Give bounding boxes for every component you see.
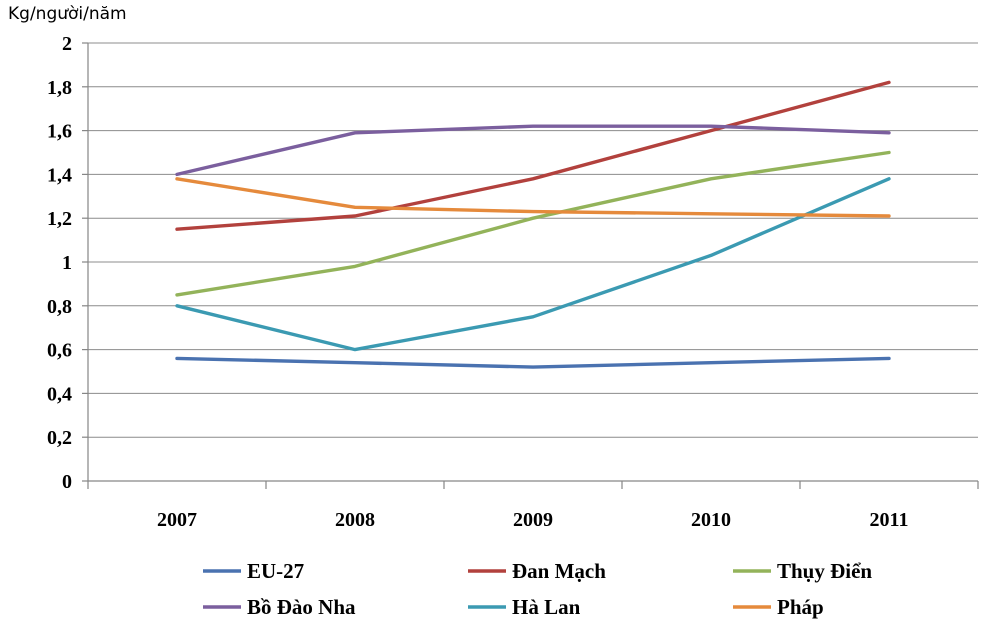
y-tick-label: 1: [62, 252, 72, 274]
series-line-0: [175, 356, 891, 369]
x-axis-ticks: 2007 2008 2009 2010 2011: [157, 509, 908, 531]
axes: [82, 42, 979, 489]
y-tick-label: 0: [62, 471, 72, 493]
y-tick-label: 0,2: [47, 427, 72, 449]
series-lines: [175, 80, 891, 369]
y-tick-label: 0,6: [47, 340, 72, 362]
y-tick-label: 1,6: [47, 121, 72, 143]
x-tick-label: 2007: [157, 509, 197, 531]
series-line-2: [175, 150, 891, 297]
y-tick-label: 1,2: [47, 208, 72, 230]
legend: EU-27 Đan Mạch Thụy Điển Bồ Đào Nha Hà Lan Ph…: [203, 559, 872, 619]
series-line-4: [175, 177, 891, 352]
legend-label: Thụy Điển: [777, 559, 872, 583]
y-tick-label: 1,8: [47, 77, 72, 99]
legend-label: Hà Lan: [512, 595, 581, 619]
y-axis-ticks: 0 0,2 0,4 0,6 0,8 1 1,2 1,4 1,6 1,8 2: [47, 33, 72, 493]
legend-label: Đan Mạch: [512, 559, 606, 583]
series-line-1: [175, 80, 891, 231]
legend-label: Pháp: [777, 595, 824, 619]
y-axis-title: Kg/người/năm: [8, 4, 127, 24]
x-tick-label: 2011: [870, 509, 909, 531]
y-tick-label: 0,4: [47, 383, 72, 405]
y-tick-label: 0,8: [47, 296, 72, 318]
series-line-5: [175, 177, 891, 218]
gridlines: [88, 42, 978, 438]
legend-label: Bồ Đào Nha: [247, 595, 356, 619]
y-tick-label: 2: [62, 33, 72, 55]
y-tick-label: 1,4: [47, 164, 72, 186]
x-tick-label: 2008: [335, 509, 375, 531]
x-tick-label: 2009: [513, 509, 553, 531]
x-tick-label: 2010: [691, 509, 731, 531]
series-line-3: [175, 124, 891, 177]
legend-label: EU-27: [247, 559, 304, 583]
